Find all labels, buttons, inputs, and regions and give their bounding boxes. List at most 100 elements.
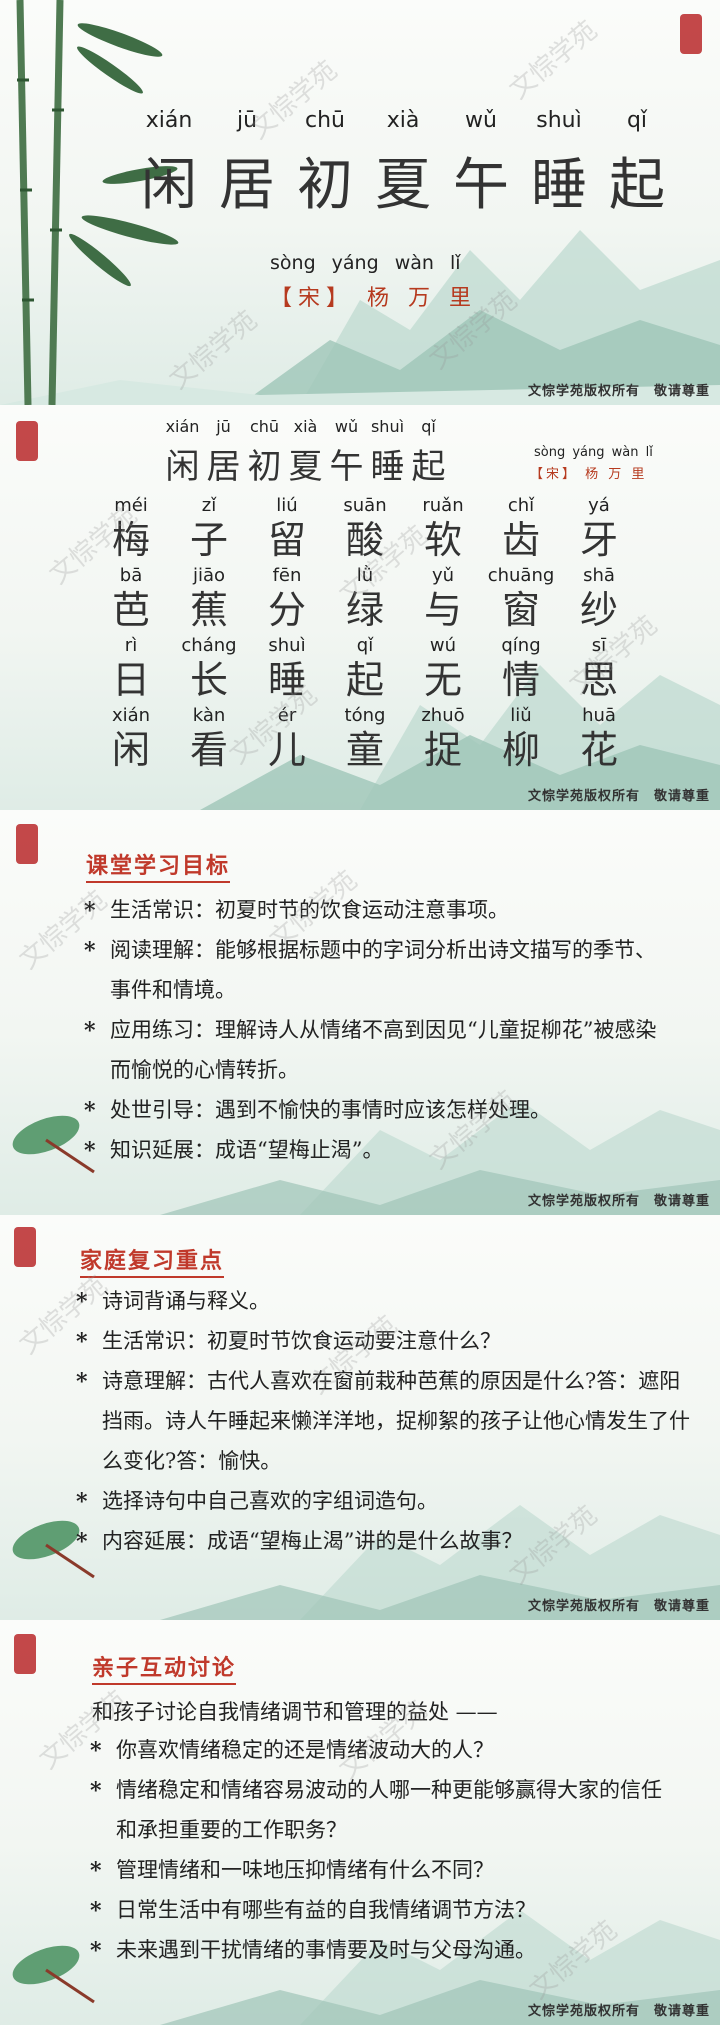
list-item: 选择诗句中自己喜欢的字组词造句。 (74, 1481, 694, 1522)
poem-line: rì cháng shuì qǐ wú qíng sī 日长睡起无情思 (92, 635, 638, 705)
pinyin: méi (114, 495, 148, 516)
umbrella-icon (12, 1945, 95, 2004)
umbrella-icon (12, 1520, 95, 1579)
poem-char: 与 (423, 588, 462, 632)
list-item: 诗词背诵与释义。 (74, 1281, 694, 1322)
bamboo-decoration (16, 0, 179, 405)
title-char: 午 (329, 447, 364, 487)
pinyin: liú (276, 495, 298, 516)
author-pinyin: sòng yáng wàn lǐ (534, 445, 653, 460)
copyright-notice: 文悰学苑版权所有 敬请尊重 (527, 384, 710, 399)
pinyin: jiāo (192, 565, 226, 586)
poem-char: 起 (345, 658, 384, 702)
title-pinyin: xián jū chū xià wǔ shuì qǐ (130, 108, 676, 133)
poem-line: xián kàn ér tóng zhuō liǔ huā 闲看儿童捉柳花 (92, 705, 638, 775)
title-char: 居 (206, 447, 241, 487)
pinyin: shuì (370, 417, 405, 436)
poem-char: 绿 (345, 588, 384, 632)
poem-char: 梅 (111, 518, 150, 562)
poem-char: 柳 (501, 728, 540, 772)
poem-char: 长 (189, 658, 228, 702)
poem-char: 日 (111, 658, 150, 702)
pinyin: zǐ (201, 495, 217, 516)
review-slide: 家庭复习重点 诗词背诵与释义。 生活常识：初夏时节饮食运动要注意什么？ 诗意理解… (0, 1215, 720, 1620)
pinyin: fēn (272, 565, 302, 586)
pinyin: qǐ (626, 108, 648, 133)
goals-list: 生活常识：初夏时节的饮食运动注意事项。 阅读理解：能够根据标题中的字词分析出诗文… (82, 890, 662, 1171)
poem-char: 齿 (501, 518, 540, 562)
title-char: 初 (297, 153, 353, 218)
title-char: 睡 (370, 447, 405, 487)
seal-stamp (14, 1227, 36, 1267)
pinyin: ruǎn (422, 495, 464, 516)
author: 【宋】 杨 万 里 (270, 286, 477, 311)
pinyin: tóng (344, 705, 386, 726)
title-char: 居 (219, 153, 275, 218)
pinyin: jū (216, 417, 231, 436)
pinyin: wǔ (334, 417, 359, 436)
seal-stamp (14, 1634, 36, 1674)
section-heading: 家庭复习重点 (80, 1243, 225, 1278)
poem-char: 闲 (111, 728, 150, 772)
title-char: 睡 (531, 153, 587, 218)
pinyin: wú (429, 635, 457, 656)
pinyin: bā (119, 565, 143, 586)
mountain-landscape (160, 1505, 720, 1620)
poem-char: 留 (267, 518, 306, 562)
copyright-notice: 文悰学苑版权所有 敬请尊重 (527, 2004, 710, 2019)
pinyin: wǔ (465, 108, 497, 133)
review-list: 诗词背诵与释义。 生活常识：初夏时节饮食运动要注意什么？ 诗意理解：古代人喜欢在… (74, 1281, 694, 1562)
title-char: 起 (609, 153, 665, 218)
pinyin: xián (111, 705, 151, 726)
title-char: 闲 (141, 153, 197, 218)
poem-char: 蕉 (189, 588, 228, 632)
poem-char: 芭 (111, 588, 150, 632)
pinyin: yá (588, 495, 610, 516)
list-item: 情绪稳定和情绪容易波动的人哪一种更能够赢得大家的信任和承担重要的工作职务？ (88, 1770, 668, 1850)
pinyin: qǐ (356, 635, 374, 656)
poem-body: méi zǐ liú suān ruǎn chǐ yá 梅子留酸软齿牙 bā jiāo fēn l… (92, 495, 638, 775)
poem-char: 纱 (579, 588, 618, 632)
poem-char: 窗 (501, 588, 540, 632)
pinyin: shuì (536, 108, 582, 133)
pinyin: huā (582, 705, 616, 726)
pinyin: shuì (268, 635, 306, 656)
title-slide: xián jū chū xià wǔ shuì qǐ 闲 居 初 夏 午 睡 起… (0, 0, 720, 405)
pinyin: xià (293, 417, 318, 436)
pinyin: chuāng (487, 565, 555, 586)
copyright-notice: 文悰学苑版权所有 敬请尊重 (527, 1194, 710, 1209)
pinyin: chū (305, 108, 345, 133)
title-char: 初 (247, 447, 282, 487)
list-item: 内容延展：成语“望梅止渴”讲的是什么故事？ (74, 1521, 694, 1562)
poem-line: méi zǐ liú suān ruǎn chǐ yá 梅子留酸软齿牙 (92, 495, 638, 565)
poem-char: 酸 (345, 518, 384, 562)
poem-char: 花 (579, 728, 618, 772)
poem-char: 思 (579, 658, 618, 702)
poem-char: 无 (423, 658, 462, 702)
title-char: 午 (453, 153, 509, 218)
mountain-landscape (200, 665, 720, 810)
section-heading: 课堂学习目标 (86, 848, 231, 883)
title-char: 夏 (375, 153, 431, 218)
pinyin: qǐ (421, 417, 436, 436)
discussion-list: 你喜欢情绪稳定的还是情绪波动大的人？ 情绪稳定和情绪容易波动的人哪一种更能够赢得… (88, 1730, 668, 1971)
poem-title: 闲 居 初 夏 午 睡 起 (162, 439, 449, 488)
pinyin: yǔ (431, 565, 455, 586)
pinyin: liǔ (510, 705, 532, 726)
poem-char: 牙 (579, 518, 618, 562)
pinyin: sī (591, 635, 607, 656)
poem-char: 分 (267, 588, 306, 632)
poem-char: 捉 (423, 728, 462, 772)
mountain-landscape (0, 230, 720, 405)
discussion-intro: 和孩子讨论自我情绪调节和管理的益处 —— (92, 1700, 498, 1724)
author: 【宋】 杨 万 里 (530, 467, 648, 482)
pinyin: xià (386, 108, 420, 133)
list-item: 阅读理解：能够根据标题中的字词分析出诗文描写的季节、事件和情境。 (82, 930, 662, 1010)
list-item: 未来遇到干扰情绪的事情要及时与父母沟通。 (88, 1930, 668, 1971)
pinyin: shā (583, 565, 615, 586)
pinyin: lǜ (356, 565, 374, 586)
list-item: 生活常识：初夏时节饮食运动要注意什么？ (74, 1321, 694, 1362)
pinyin: qíng (501, 635, 541, 656)
discussion-slide: 亲子互动讨论 和孩子讨论自我情绪调节和管理的益处 —— 你喜欢情绪稳定的还是情绪… (0, 1620, 720, 2025)
poem-char: 睡 (267, 658, 306, 702)
